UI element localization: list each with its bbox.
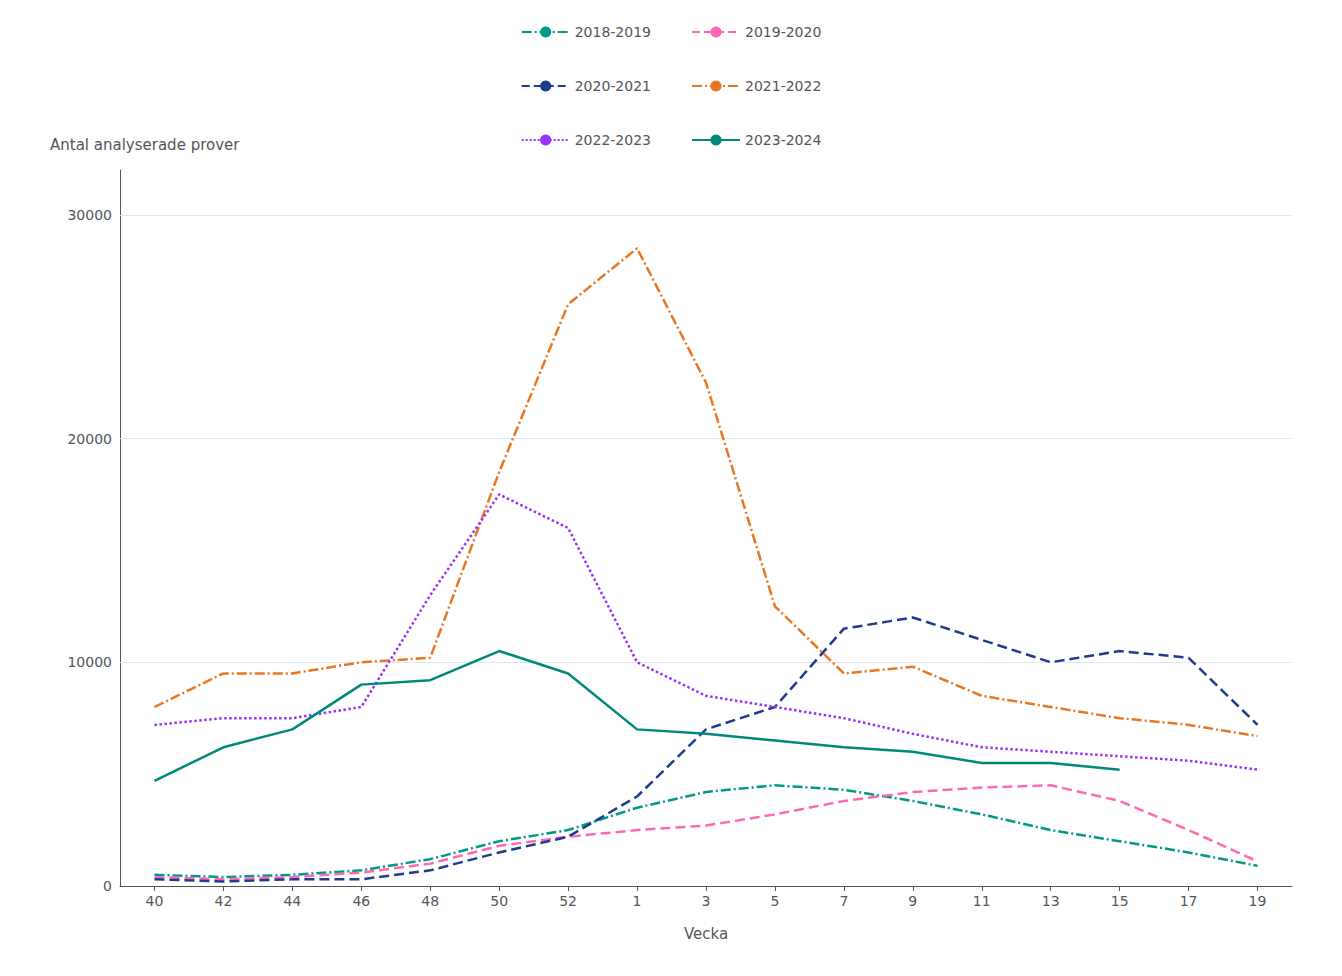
svg-text:2021-2022: 2021-2022 xyxy=(745,78,821,94)
svg-text:17: 17 xyxy=(1180,893,1198,909)
svg-text:2018-2019: 2018-2019 xyxy=(575,24,651,40)
svg-text:2019-2020: 2019-2020 xyxy=(745,24,821,40)
svg-text:2020-2021: 2020-2021 xyxy=(575,78,651,94)
svg-text:5: 5 xyxy=(770,893,779,909)
svg-text:9: 9 xyxy=(908,893,917,909)
svg-text:20000: 20000 xyxy=(67,431,112,447)
svg-text:44: 44 xyxy=(283,893,301,909)
svg-text:30000: 30000 xyxy=(67,207,112,223)
svg-text:15: 15 xyxy=(1111,893,1129,909)
svg-text:50: 50 xyxy=(490,893,508,909)
svg-text:42: 42 xyxy=(214,893,232,909)
svg-text:7: 7 xyxy=(839,893,848,909)
svg-text:1: 1 xyxy=(633,893,642,909)
svg-text:0: 0 xyxy=(103,878,112,894)
svg-text:19: 19 xyxy=(1249,893,1267,909)
svg-text:2022-2023: 2022-2023 xyxy=(575,132,651,148)
svg-text:46: 46 xyxy=(352,893,370,909)
svg-text:2023-2024: 2023-2024 xyxy=(745,132,821,148)
svg-text:10000: 10000 xyxy=(67,654,112,670)
svg-text:3: 3 xyxy=(702,893,711,909)
svg-text:13: 13 xyxy=(1042,893,1060,909)
svg-text:Vecka: Vecka xyxy=(684,925,728,943)
svg-text:48: 48 xyxy=(421,893,439,909)
svg-text:40: 40 xyxy=(146,893,164,909)
svg-text:11: 11 xyxy=(973,893,991,909)
svg-text:52: 52 xyxy=(559,893,577,909)
svg-text:Antal analyserade prover: Antal analyserade prover xyxy=(50,136,240,154)
